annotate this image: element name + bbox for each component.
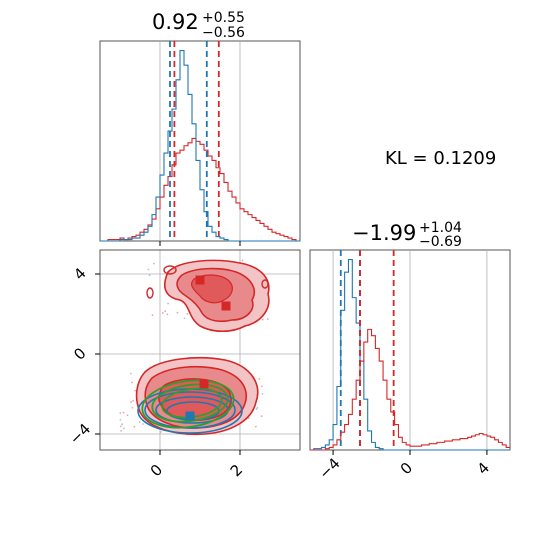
sample-point	[119, 425, 122, 428]
sample-point	[266, 318, 269, 321]
marker-red	[195, 275, 205, 285]
hist-1-title-plus: +0.55	[202, 10, 245, 26]
sample-point	[159, 431, 162, 433]
sample-point	[151, 314, 154, 316]
sample-point	[167, 302, 169, 305]
sample-point	[256, 406, 259, 409]
sample-point	[123, 427, 125, 430]
hist-panel-param-2: −4 0 4 −1.99 +1.04 −0.69	[309, 220, 511, 483]
kl-annotation: KL = 0.1209	[385, 148, 496, 169]
hist-2-content: −4 0 4	[310, 250, 510, 483]
sample-point	[260, 385, 263, 388]
hist-2-title-minus: −0.69	[419, 234, 462, 250]
sample-point	[258, 377, 261, 380]
hist-2-title: −1.99 +1.04 −0.69	[352, 220, 462, 250]
sample-point	[119, 412, 122, 414]
sample-point	[126, 414, 129, 417]
contour-green	[151, 383, 229, 423]
sample-point	[255, 408, 258, 410]
sample-point	[120, 430, 123, 432]
sample-point	[261, 392, 264, 395]
y-tick-label: −4	[66, 420, 94, 448]
sample-point	[119, 418, 122, 421]
marker-blue	[185, 411, 195, 421]
sample-point	[142, 423, 144, 425]
sample-point	[130, 401, 132, 403]
contour-island	[163, 265, 177, 275]
hist-1-content	[100, 41, 300, 246]
hist-panel-param-1: 0.92 +0.55 −0.56	[99, 10, 301, 246]
sample-point	[133, 425, 136, 428]
hist-1-title: 0.92 +0.55 −0.56	[152, 10, 245, 41]
hist-series-blue	[100, 49, 300, 242]
x-tick-label: 2	[227, 461, 246, 480]
hist-1-title-minus: −0.56	[202, 25, 245, 41]
sample-point	[161, 312, 164, 314]
sample-point	[131, 406, 134, 409]
sample-point	[254, 425, 257, 428]
sample-point	[147, 268, 150, 271]
x-tick-label: 4	[474, 459, 493, 478]
y-tick-label: 4	[70, 264, 89, 283]
sample-point	[121, 423, 124, 426]
contour-panel: 0 2 −4 0 4	[66, 249, 301, 480]
x-tick-label: 0	[397, 459, 416, 478]
contour-green	[141, 379, 235, 429]
sample-point	[134, 389, 136, 392]
sample-point	[129, 372, 132, 375]
sample-point	[183, 317, 186, 320]
sample-point	[186, 312, 189, 315]
y-tick-label: 0	[70, 344, 89, 363]
sample-point	[148, 274, 151, 277]
sample-point	[261, 318, 264, 321]
sample-point	[260, 415, 263, 418]
hist-panel-1-frame	[99, 40, 301, 242]
contour-panel-frame	[99, 249, 301, 451]
hist-2-title-plus: +1.04	[419, 220, 462, 236]
hist-series-blue	[310, 258, 510, 451]
contour-island	[261, 279, 269, 289]
x-tick-label: 0	[147, 461, 166, 480]
sample-point	[138, 421, 141, 424]
marker-red	[199, 379, 209, 389]
marker-red	[221, 301, 231, 311]
contour-blue	[144, 391, 236, 429]
sample-point	[176, 311, 179, 314]
sample-point	[166, 313, 169, 316]
sample-point	[164, 310, 167, 313]
sample-point	[153, 262, 155, 265]
hist-series-red	[310, 328, 510, 451]
sample-point	[131, 381, 133, 384]
hist-2-title-value: −1.99	[352, 221, 416, 245]
sample-point	[241, 259, 244, 262]
contour-content	[100, 250, 300, 450]
x-tick-label: −4	[315, 454, 343, 482]
sample-point	[132, 399, 134, 402]
hist-1-title-value: 0.92	[152, 10, 199, 34]
sample-point	[122, 411, 125, 414]
contour-island	[146, 287, 154, 299]
